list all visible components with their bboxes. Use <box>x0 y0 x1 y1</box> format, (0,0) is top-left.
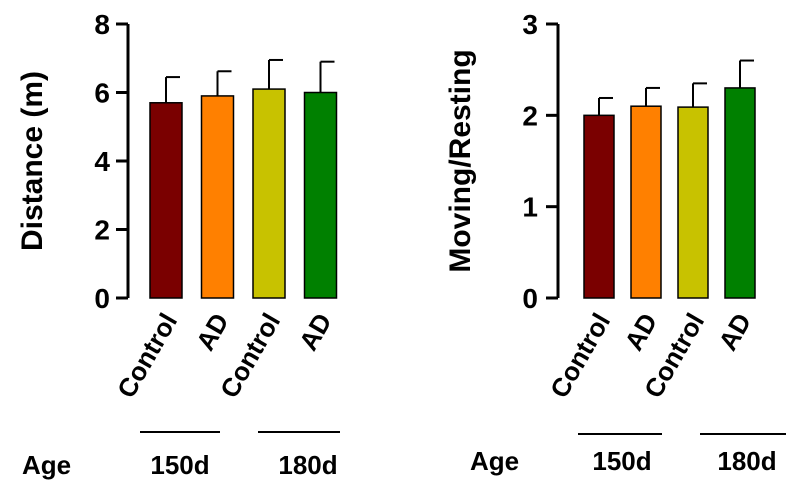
y-axis-label: Moving/Resting <box>444 49 477 272</box>
y-tick-label: 3 <box>522 9 538 40</box>
bar-ad <box>200 95 235 299</box>
bar-ad <box>724 87 756 299</box>
group-label: 150d <box>150 450 209 480</box>
group-label: 180d <box>717 446 776 476</box>
y-tick-label: 0 <box>522 283 538 314</box>
y-axis-label: Distance (m) <box>16 71 49 251</box>
y-tick-label: 4 <box>94 146 110 177</box>
bar-control <box>252 88 286 299</box>
group-label: 150d <box>592 446 651 476</box>
x-category-label: Control <box>544 308 616 403</box>
bar-ad <box>630 105 662 299</box>
bar-control <box>677 106 709 299</box>
group-label: 180d <box>278 450 337 480</box>
y-tick-label: 0 <box>94 283 110 314</box>
x-category-label: Control <box>111 308 183 403</box>
x-category-label: AD <box>293 308 338 356</box>
age-label-left: Age <box>22 450 71 480</box>
y-tick-label: 2 <box>522 100 538 131</box>
age-label-right: Age <box>470 446 519 476</box>
y-tick-label: 8 <box>94 9 110 40</box>
x-category-label: AD <box>618 308 663 356</box>
y-tick-label: 1 <box>522 192 538 223</box>
bar-ad <box>303 91 338 299</box>
x-category-label: AD <box>190 308 235 356</box>
y-tick-label: 2 <box>94 215 110 246</box>
y-tick-label: 6 <box>94 78 110 109</box>
bar-control <box>583 114 615 299</box>
bar-control <box>149 102 183 299</box>
x-category-label: AD <box>712 308 757 356</box>
